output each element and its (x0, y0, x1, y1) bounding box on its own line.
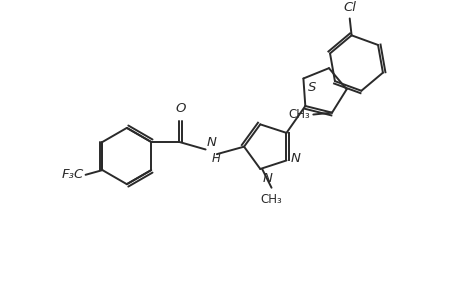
Text: N: N (290, 152, 299, 165)
Text: CH₃: CH₃ (288, 108, 310, 121)
Text: CH₃: CH₃ (260, 193, 282, 206)
Text: F₃C: F₃C (62, 168, 84, 181)
Text: S: S (308, 81, 316, 94)
Text: H: H (212, 152, 221, 165)
Text: O: O (175, 102, 185, 115)
Text: N: N (206, 136, 216, 148)
Text: Cl: Cl (342, 1, 355, 14)
Text: N: N (262, 172, 271, 185)
